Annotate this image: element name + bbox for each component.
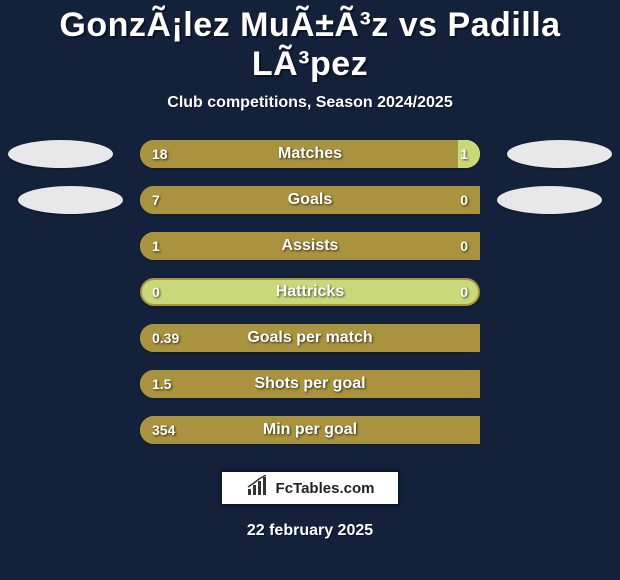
stat-value-left: 354 (152, 416, 175, 444)
stat-value-left: 1.5 (152, 370, 171, 398)
stat-row: 00Hattricks (0, 278, 620, 306)
stat-bar-bg (140, 278, 480, 306)
stat-row: 10Assists (0, 232, 620, 260)
stat-row: 70Goals (0, 186, 620, 214)
brand-badge: FcTables.com (220, 470, 400, 506)
player-left-shape (8, 140, 113, 168)
stat-row: 181Matches (0, 140, 620, 168)
stat-bar: 70Goals (140, 186, 480, 214)
page-title: GonzÃ¡lez MuÃ±Ã³z vs Padilla LÃ³pez (0, 6, 620, 84)
stat-bar: 354Min per goal (140, 416, 480, 444)
stat-value-left: 18 (152, 140, 168, 168)
player-left-shape (18, 186, 123, 214)
footer-date: 22 february 2025 (247, 522, 373, 540)
bar-left-fill (140, 186, 480, 214)
player-right-shape (497, 186, 602, 214)
bar-left-fill (140, 416, 480, 444)
bar-left-fill (140, 232, 480, 260)
stat-bar: 1.5Shots per goal (140, 370, 480, 398)
stat-value-left: 0 (152, 278, 160, 306)
bar-left-fill (140, 370, 480, 398)
stat-value-right: 0 (460, 232, 468, 260)
stat-value-right: 1 (460, 140, 468, 168)
stat-value-right: 0 (460, 186, 468, 214)
bar-left-fill (140, 140, 458, 168)
stat-row: 1.5Shots per goal (0, 370, 620, 398)
stat-value-left: 0.39 (152, 324, 179, 352)
brand-chart-icon (246, 475, 270, 502)
stats-container: 181Matches70Goals10Assists00Hattricks0.3… (0, 140, 620, 444)
stat-value-right: 0 (460, 278, 468, 306)
stat-bar: 00Hattricks (140, 278, 480, 306)
subtitle: Club competitions, Season 2024/2025 (167, 94, 452, 112)
stat-row: 0.39Goals per match (0, 324, 620, 352)
stat-value-left: 7 (152, 186, 160, 214)
stat-value-left: 1 (152, 232, 160, 260)
stat-bar: 0.39Goals per match (140, 324, 480, 352)
brand-text: FcTables.com (276, 480, 375, 497)
stat-bar: 10Assists (140, 232, 480, 260)
bar-left-fill (140, 324, 480, 352)
stat-bar: 181Matches (140, 140, 480, 168)
stat-row: 354Min per goal (0, 416, 620, 444)
player-right-shape (507, 140, 612, 168)
